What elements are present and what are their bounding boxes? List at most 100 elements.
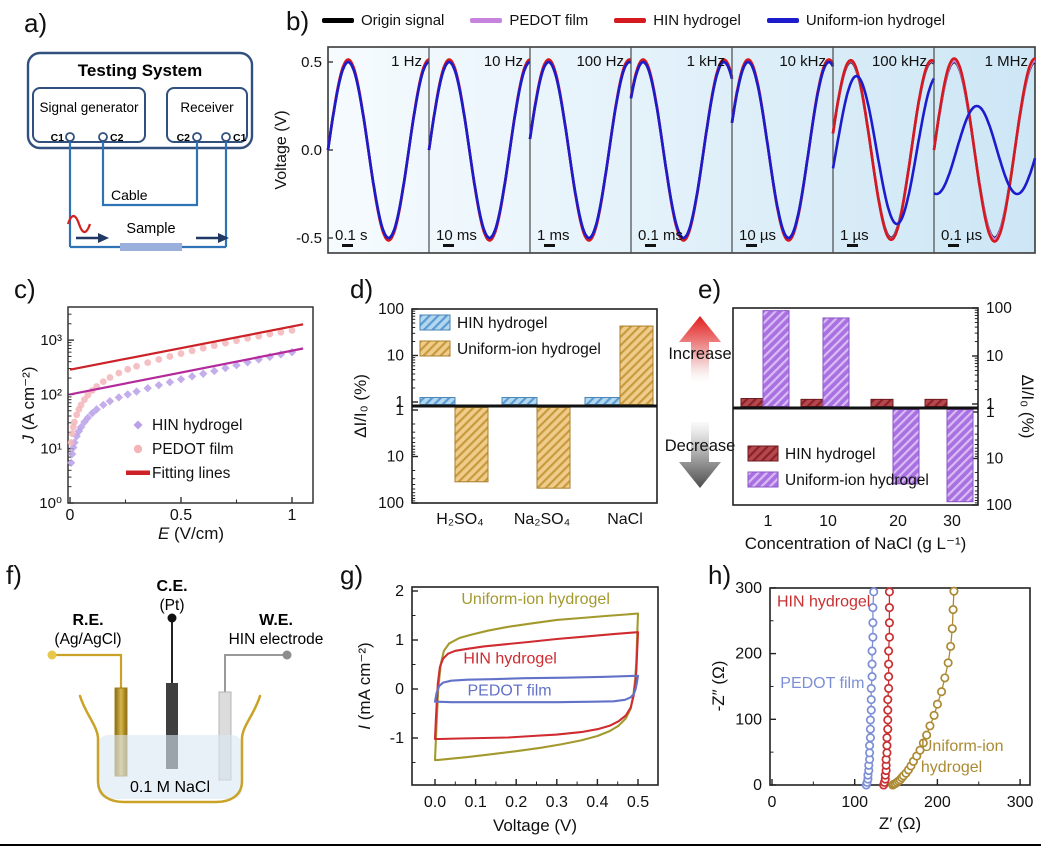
voltage-waveform-chart: Voltage (V) 0.5 0.0 -0.5 1 Hz 0.1 s 10 Hz 10 ms… <box>273 46 1037 254</box>
svg-text:0: 0 <box>753 777 762 794</box>
svg-text:Voltage (V): Voltage (V) <box>273 110 290 189</box>
svg-text:H₂SO₄: H₂SO₄ <box>436 511 483 528</box>
svg-text:0.0: 0.0 <box>424 794 446 811</box>
legend-item: HIN hydrogel <box>614 12 741 29</box>
legend-item: PEDOT film <box>470 12 588 29</box>
svg-text:Concentration of NaCl (g L⁻¹): Concentration of NaCl (g L⁻¹) <box>745 534 967 553</box>
beaker-outline <box>78 694 262 804</box>
panel-a-label: a) <box>24 8 48 38</box>
panel-e-label: e) <box>698 274 722 304</box>
svg-text:0.1 s: 0.1 s <box>335 227 368 244</box>
svg-text:10 kHz: 10 kHz <box>779 53 826 70</box>
legend-line-swatch <box>766 18 799 23</box>
port-c1-generator <box>65 132 75 142</box>
ce-terminal-dot <box>167 613 177 623</box>
svg-text:2: 2 <box>395 583 404 600</box>
panel-h-label: h) <box>708 560 732 590</box>
svg-text:10 µs: 10 µs <box>739 227 776 244</box>
legend-label: HIN hydrogel <box>653 12 741 29</box>
svg-text:-1: -1 <box>390 730 404 747</box>
svg-text:10: 10 <box>819 513 837 530</box>
svg-text:PEDOT film: PEDOT film <box>467 682 551 699</box>
svg-text:100: 100 <box>735 711 762 728</box>
svg-text:30: 30 <box>943 513 961 530</box>
reference-electrode-label: R.E. <box>72 612 103 629</box>
svg-text:10²: 10² <box>40 386 62 403</box>
svg-text:10 ms: 10 ms <box>436 227 477 244</box>
svg-text:100: 100 <box>986 300 1012 317</box>
port-c1-receiver-label: C1 <box>233 132 247 144</box>
decrease-label: Decrease <box>664 437 736 455</box>
svg-text:HIN hydrogel: HIN hydrogel <box>457 315 547 332</box>
nyquist-impedance-chart: 0 100 200 300 0 100 200 300 HIN hydrogel PEDOT fi… <box>709 580 1034 833</box>
we-terminal-dot <box>282 650 292 660</box>
svg-text:300: 300 <box>735 580 762 597</box>
svg-text:1: 1 <box>986 396 995 413</box>
trend-arrows: Increase Decrease <box>655 290 745 500</box>
svg-text:1: 1 <box>288 507 297 524</box>
electrochemical-cell-diagram: C.E. (Pt) R.E. (Ag/AgCl) W.E. HIN electr… <box>47 578 323 804</box>
svg-text:1: 1 <box>395 402 404 419</box>
svg-text:1 µs: 1 µs <box>840 227 869 244</box>
cyclic-voltammetry-chart: 0.0 0.1 0.2 0.3 0.4 0.5 -1 0 1 2 Uniform-ion hydro… <box>355 583 659 835</box>
svg-text:HIN hydrogel: HIN hydrogel <box>777 593 870 610</box>
legend-label: Origin signal <box>361 12 445 29</box>
svg-text:1: 1 <box>395 394 404 411</box>
svg-text:100: 100 <box>378 495 404 512</box>
testing-system-diagram: Testing System Signal generator Receiver… <box>26 51 254 251</box>
svg-text:1 Hz: 1 Hz <box>391 53 422 70</box>
svg-text:Na₂SO₄: Na₂SO₄ <box>514 511 570 528</box>
port-c1-receiver <box>221 132 231 142</box>
legend-line-swatch <box>322 18 354 23</box>
svg-text:-Z″ (Ω): -Z″ (Ω) <box>709 661 728 712</box>
svg-text:1 MHz: 1 MHz <box>985 53 1028 70</box>
svg-text:1: 1 <box>395 632 404 649</box>
salt-response-bar-chart: 100 100 10 10 11 H₂SO₄ Na₂SO₄ NaCl ΔI/I₀ (%) HIN … <box>351 301 658 528</box>
electrolyte-solution <box>98 735 242 799</box>
panel-d-label: d) <box>350 274 374 304</box>
current-arrow-left-head <box>98 233 109 243</box>
svg-text:0.5: 0.5 <box>170 507 192 524</box>
svg-text:100: 100 <box>378 301 404 318</box>
panel-b-legend: Origin signal PEDOT film HIN hydrogel Un… <box>322 12 945 29</box>
svg-text:10⁰: 10⁰ <box>39 495 62 512</box>
svg-text:100 kHz: 100 kHz <box>872 53 927 70</box>
svg-text:0.0: 0.0 <box>301 142 322 159</box>
signal-generator-label: Signal generator <box>39 100 139 115</box>
svg-text:hydrogel: hydrogel <box>921 759 982 776</box>
increase-arrow-icon <box>679 316 721 382</box>
port-c2-generator-label: C2 <box>110 132 124 144</box>
cable-wire <box>101 141 199 207</box>
svg-text:100: 100 <box>986 497 1012 514</box>
svg-text:0.4: 0.4 <box>586 794 608 811</box>
svg-text:HIN hydrogel: HIN hydrogel <box>152 417 242 434</box>
svg-text:I (mA cm⁻²): I (mA cm⁻²) <box>355 642 374 729</box>
svg-text:10³: 10³ <box>40 332 62 349</box>
panel-b-label: b) <box>286 6 310 36</box>
svg-text:Fitting lines: Fitting lines <box>152 465 231 482</box>
panel-f-label: f) <box>6 560 22 590</box>
svg-text:Z′ (Ω): Z′ (Ω) <box>879 814 921 833</box>
re-lead-wire <box>52 653 123 690</box>
svg-text:10: 10 <box>986 451 1004 468</box>
signal-generator-box <box>32 87 146 143</box>
svg-text:0: 0 <box>768 794 777 811</box>
legend-line-swatch <box>470 18 503 23</box>
svg-text:0: 0 <box>66 507 75 524</box>
legend-item: Origin signal <box>322 12 444 29</box>
port-c1-generator-label: C1 <box>51 132 65 144</box>
svg-text:0: 0 <box>395 681 404 698</box>
svg-text:1: 1 <box>764 513 773 530</box>
legend-item: Uniform-ion hydrogel <box>766 12 945 29</box>
svg-text:HIN hydrogel: HIN hydrogel <box>463 651 556 668</box>
svg-text:ΔI/I₀ (%): ΔI/I₀ (%) <box>351 374 370 438</box>
sample-bar <box>120 243 182 251</box>
working-electrode-label: W.E. <box>259 612 293 629</box>
solution-label: 0.1 M NaCl <box>130 779 210 796</box>
svg-text:J (A cm⁻²): J (A cm⁻²) <box>19 367 38 445</box>
svg-text:20: 20 <box>889 513 907 530</box>
sine-wave-icon <box>66 214 92 234</box>
decrease-arrow-icon <box>679 422 721 488</box>
